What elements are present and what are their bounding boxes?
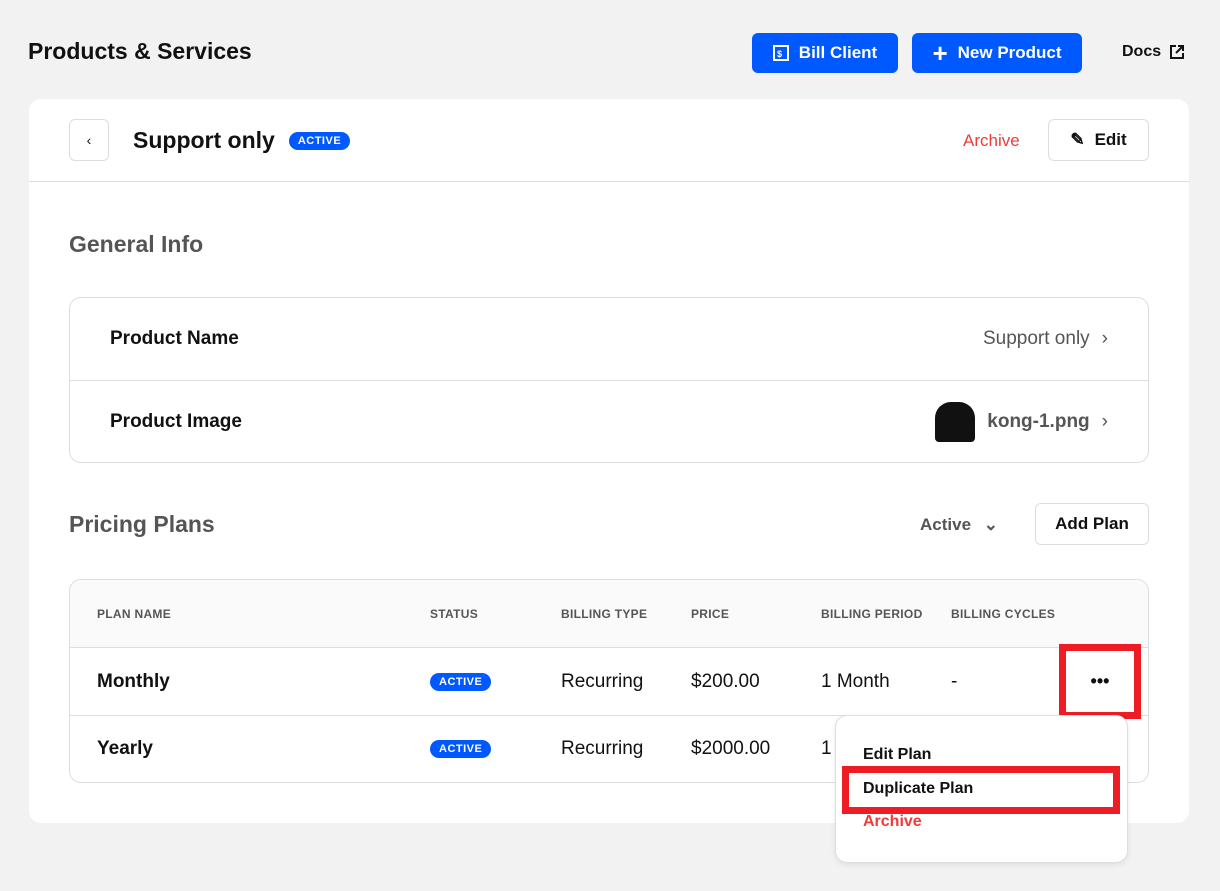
general-info-heading: General Info <box>69 231 204 257</box>
pricing-plans-heading: Pricing Plans <box>69 511 215 537</box>
cell-name: Yearly <box>97 738 153 759</box>
page-title: Products & Services <box>28 38 252 64</box>
plans-table: PLAN NAME STATUS BILLING TYPE PRICE BILLING … <box>69 579 1149 783</box>
plus-icon: + <box>932 38 948 68</box>
table-row: Monthly ACTIVE Recurring $200.00 1 Month - <box>70 648 1148 715</box>
column-header: BILLING CYCLES <box>951 606 1056 621</box>
cell-cycles: - <box>951 670 958 692</box>
more-horizontal-icon: ••• <box>1090 671 1110 691</box>
product-name: Support only <box>133 127 275 153</box>
menu-item-duplicate-plan[interactable]: Duplicate Plan <box>863 780 974 797</box>
bill-client-button[interactable]: $ Bill Client <box>752 33 898 73</box>
row-actions-button[interactable]: ••• <box>1059 644 1141 719</box>
new-product-button[interactable]: + New Product <box>912 33 1082 73</box>
column-header: PLAN NAME <box>97 606 172 621</box>
table-row: Yearly ACTIVE Recurring $2000.00 1 <box>70 715 1148 782</box>
product-thumbnail <box>935 401 976 442</box>
plan-status-filter[interactable]: Active ⌄ <box>920 515 999 534</box>
cell-price: $200.00 <box>691 670 760 692</box>
cell-type: Recurring <box>561 670 644 692</box>
highlight-duplicate-plan <box>842 766 1120 814</box>
table-header: PLAN NAME STATUS BILLING TYPE PRICE BILLING … <box>70 580 1148 648</box>
chevron-right-icon: › <box>1101 328 1108 349</box>
product-header: ‹ Support only ACTIVE Archive ✎ Edit <box>29 99 1189 182</box>
pencil-icon: ✎ <box>1070 130 1085 149</box>
status-badge: ACTIVE <box>430 740 492 758</box>
external-link-icon <box>1170 45 1185 59</box>
svg-text:$: $ <box>777 49 782 59</box>
menu-item-archive[interactable]: Archive <box>863 813 922 830</box>
cell-period: 1 <box>821 738 832 759</box>
archive-button[interactable]: Archive <box>963 131 1020 150</box>
cell-period: 1 Month <box>821 670 890 692</box>
chevron-right-icon: › <box>1101 410 1108 432</box>
general-info-list: Product Name Support only › Product Image k… <box>69 297 1149 463</box>
add-plan-button[interactable]: Add Plan <box>1035 503 1149 545</box>
column-header: STATUS <box>430 606 479 621</box>
column-header: BILLING TYPE <box>561 606 648 621</box>
invoice-icon: $ <box>772 45 789 61</box>
column-header: PRICE <box>691 606 730 621</box>
docs-link[interactable]: Docs <box>1122 43 1185 61</box>
back-button[interactable]: ‹ <box>69 119 109 161</box>
product-name-row[interactable]: Product Name Support only › <box>110 328 1108 349</box>
cell-type: Recurring <box>561 738 644 759</box>
chevron-left-icon: ‹ <box>86 132 92 148</box>
cell-price: $2000.00 <box>691 738 771 759</box>
chevron-down-icon: ⌄ <box>983 515 999 534</box>
plan-actions-menu: Edit Plan Duplicate Plan Archive <box>835 715 1128 863</box>
menu-item-edit-plan[interactable]: Edit Plan <box>863 746 932 763</box>
column-header: BILLING PERIOD <box>821 606 923 621</box>
product-card: ‹ Support only ACTIVE Archive ✎ Edit Gener… <box>29 99 1189 823</box>
edit-button[interactable]: ✎ Edit <box>1048 119 1149 161</box>
status-badge: ACTIVE <box>288 131 351 150</box>
product-image-row[interactable]: Product Image kong-1.png › <box>70 380 1148 462</box>
status-badge: ACTIVE <box>430 672 492 691</box>
cell-name: Monthly <box>97 670 170 692</box>
